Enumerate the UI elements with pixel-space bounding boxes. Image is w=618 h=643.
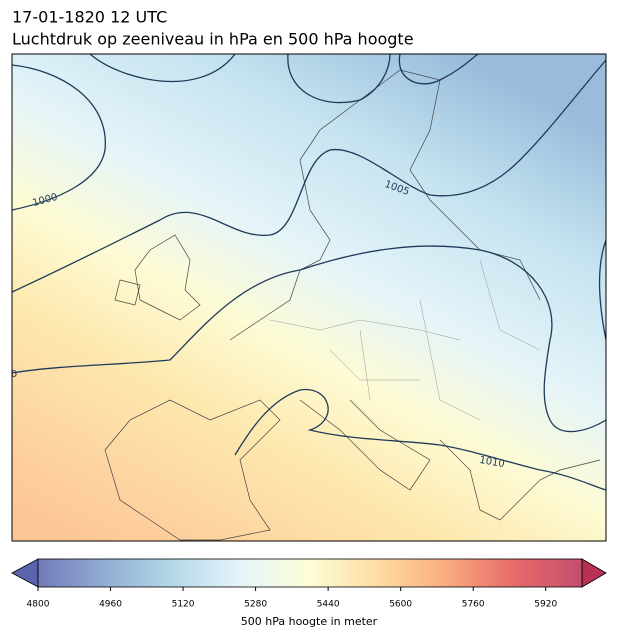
- colorbar-extend-high: [581, 558, 607, 588]
- contour-label: 0: [11, 369, 17, 380]
- colorbar-tick-label: 5440: [317, 600, 340, 610]
- map: 1000 1005 1010 0: [11, 54, 606, 541]
- colorbar-tick-label: 5920: [534, 600, 557, 610]
- isobar: [398, 54, 479, 85]
- colorbar-tick-label: 4960: [99, 600, 122, 610]
- colorbar-tick-label: 4800: [27, 600, 50, 610]
- colorbar-label: 500 hPa hoogte in meter: [241, 615, 378, 628]
- borders: [269, 259, 541, 421]
- colorbar-tick-label: 5600: [389, 600, 412, 610]
- isobar: [89, 54, 236, 83]
- map-frame: [11, 53, 607, 542]
- subtitle: Luchtdruk op zeeniveau in hPa en 500 hPa…: [12, 30, 414, 49]
- isobar: [12, 64, 106, 211]
- isobar: [287, 54, 391, 104]
- colorbar: 4800 4960 5120 5280 5440 5600 5760 5920 500 hPa …: [11, 558, 607, 628]
- title: 17-01-1820 12 UTC: [12, 8, 167, 27]
- colorbar-tick-label: 5120: [172, 600, 195, 610]
- colorbar-tick-label: 5280: [244, 600, 267, 610]
- colorbar-tick-label: 5760: [462, 600, 485, 610]
- isobar: [12, 59, 606, 293]
- colorbar-body: [37, 558, 583, 588]
- colorbar-extend-low: [11, 558, 39, 588]
- isobar: [12, 245, 606, 433]
- height-field: [12, 54, 606, 541]
- contour-label: 1010: [478, 455, 505, 470]
- isobar: [234, 388, 606, 491]
- isobar: [598, 239, 606, 341]
